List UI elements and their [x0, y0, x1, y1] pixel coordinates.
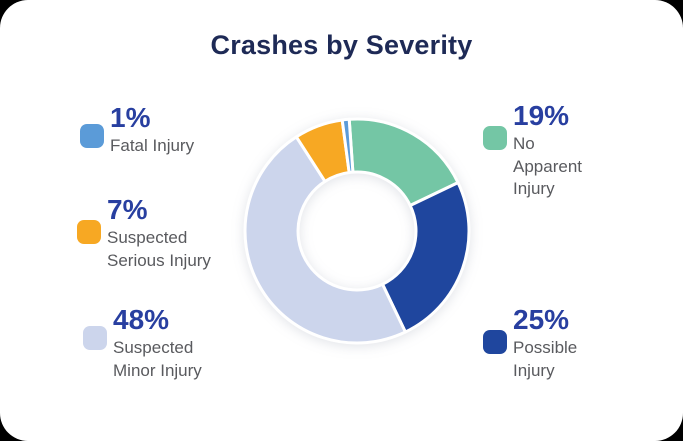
- legend-swatch-suspected-minor-injury: [83, 326, 107, 350]
- legend-item-possible-injury: 25% Possible Injury: [483, 304, 577, 382]
- donut-slice-suspected-minor-injury: [243, 135, 407, 345]
- legend-swatch-no-apparent-injury: [483, 126, 507, 150]
- legend-swatch-possible-injury: [483, 330, 507, 354]
- legend-item-no-apparent-injury: 19% No Apparent Injury: [483, 100, 582, 201]
- legend-swatch-fatal-injury: [80, 124, 104, 148]
- legend-label-fatal-injury: Fatal Injury: [110, 136, 195, 156]
- legend-percent-possible-injury: 25%: [513, 304, 570, 335]
- legend-swatch-suspected-serious-injury: [77, 220, 101, 244]
- legend-percent-fatal-injury: 1%: [110, 102, 151, 133]
- legend-item-fatal-injury: 1% Fatal Injury: [80, 102, 194, 158]
- legend-label-no-apparent-injury: No Apparent Injury: [513, 134, 582, 199]
- donut-slice-possible-injury: [380, 181, 471, 334]
- legend-label-suspected-serious-injury: Suspected Serious Injury: [107, 228, 211, 270]
- donut-slice-fatal-injury: [340, 117, 355, 175]
- legend-percent-no-apparent-injury: 19%: [513, 100, 570, 131]
- legend-percent-suspected-minor-injury: 48%: [113, 304, 170, 335]
- legend-item-suspected-serious-injury: 7% Suspected Serious Injury: [77, 194, 211, 272]
- legend-item-suspected-minor-injury: 48% Suspected Minor Injury: [83, 304, 202, 382]
- chart-title: Crashes by Severity: [210, 30, 473, 60]
- legend-percent-suspected-serious-injury: 7%: [107, 194, 148, 225]
- legend-label-suspected-minor-injury: Suspected Minor Injury: [113, 338, 202, 380]
- legend-label-possible-injury: Possible Injury: [513, 338, 578, 380]
